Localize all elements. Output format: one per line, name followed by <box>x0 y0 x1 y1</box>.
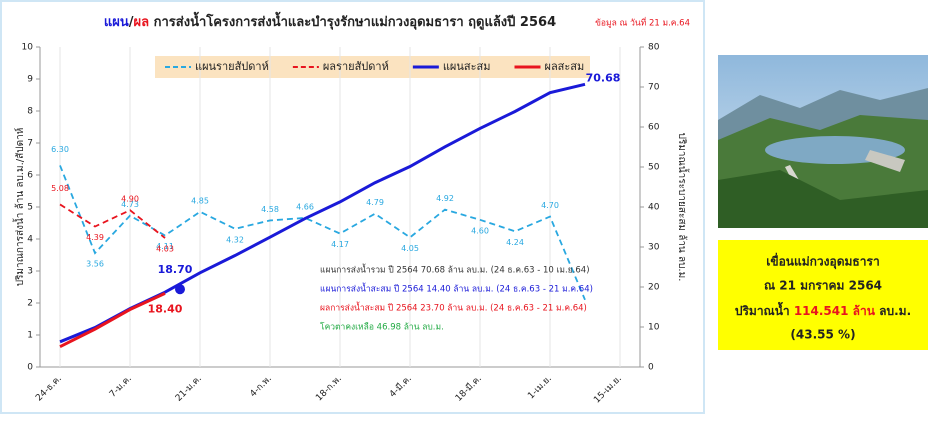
data-label: 4.90 <box>121 195 139 204</box>
data-label: 18.40 <box>148 302 183 315</box>
series-line <box>59 292 166 349</box>
y-axis-label: ปริมาณการส่งน้ำ ล้าน ลบ.ม./สัปดาห์ <box>12 128 26 287</box>
y2-tick-label: 20 <box>648 283 660 293</box>
data-label: 70.68 <box>586 71 621 84</box>
data-label: 6.30 <box>51 145 69 154</box>
info-volume-part: ปริมาณน้ำ <box>735 301 794 318</box>
y2-tick-label: 0 <box>648 363 654 373</box>
y-tick-label: 8 <box>27 107 33 117</box>
data-label: 3.56 <box>86 260 104 269</box>
legend-label: แผนสะสม <box>443 60 491 73</box>
info-box <box>718 240 928 350</box>
data-label: 4.11 <box>156 242 174 251</box>
y2-tick-label: 80 <box>648 43 660 53</box>
y-tick-label: 7 <box>27 139 33 149</box>
info-date: ณ 21 มกราคม 2564 <box>764 279 882 293</box>
note-line: ผลการส่งน้ำสะสม ปี 2564 23.70 ล้าน ลบ.ม.… <box>320 302 587 314</box>
y-tick-label: 2 <box>27 299 33 309</box>
y-tick-label: 3 <box>27 267 33 277</box>
data-label: 4.24 <box>506 238 524 247</box>
data-label: 4.73 <box>121 200 139 209</box>
y2-tick-label: 10 <box>648 323 660 333</box>
y-tick-label: 6 <box>27 171 33 181</box>
data-label: 4.70 <box>541 201 559 210</box>
date-note: ข้อมูล ณ วันที่ 21 ม.ค.64 <box>595 17 690 29</box>
series-line <box>59 165 586 301</box>
data-label: 4.66 <box>296 202 314 211</box>
note-line: โควตาคงเหลือ 46.98 ล้าน ลบ.ม. <box>320 322 444 333</box>
data-label: 4.39 <box>86 233 104 242</box>
y-tick-label: 10 <box>22 43 34 53</box>
data-label: 4.32 <box>226 235 244 244</box>
y-tick-label: 5 <box>27 203 33 213</box>
legend-box <box>155 56 590 78</box>
data-label: 4.60 <box>471 226 489 235</box>
info-volume-part: ลบ.ม. <box>875 304 911 318</box>
data-label: 4.92 <box>436 194 454 203</box>
y-tick-label: 9 <box>27 75 33 85</box>
info-volume-value: 114.541 ล้าน <box>794 304 876 318</box>
title-part: / <box>129 15 134 30</box>
y2-tick-label: 60 <box>648 123 660 133</box>
info-name: เขื่อนแม่กวงอุดมธารา <box>766 253 879 270</box>
title-part: ผล <box>134 15 150 30</box>
y2-tick-label: 70 <box>648 83 660 93</box>
title-part: แผน <box>104 15 129 30</box>
data-label: 5.08 <box>51 184 69 193</box>
y2-tick-label: 40 <box>648 203 660 213</box>
data-label: 18.70 <box>158 263 193 276</box>
info-volume: ปริมาณน้ำ 114.541 ล้าน ลบ.ม. <box>735 301 911 318</box>
y2-tick-label: 50 <box>648 163 660 173</box>
data-label: 4.03 <box>156 245 174 254</box>
y2-tick-label: 30 <box>648 243 660 253</box>
data-label: 4.79 <box>366 198 384 207</box>
data-label: 4.85 <box>191 196 209 205</box>
chart-title: แผน/ผล การส่งน้ำโครงการส่งน้ำและบำรุงรัก… <box>104 11 556 30</box>
title-part: การส่งน้ำโครงการส่งน้ำและบำรุงรักษาแม่กว… <box>149 11 556 30</box>
legend-label: ผลสะสม <box>545 60 585 73</box>
dam-photo <box>718 55 928 228</box>
highlight-dot <box>175 284 185 295</box>
data-label: 4.58 <box>261 205 279 214</box>
y-tick-label: 4 <box>27 235 33 245</box>
data-label: 4.05 <box>401 244 419 253</box>
legend-label: แผนรายสัปดาห์ <box>195 60 269 73</box>
note-line: แผนการส่งน้ำสะสม ปี 2564 14.40 ล้าน ลบ.ม… <box>320 283 593 295</box>
y2-axis-label: ปริมาณน้ำระบายสะสม ล้าน ลบ.ม. <box>676 133 690 282</box>
y-tick-label: 0 <box>27 363 33 373</box>
series-line <box>59 203 166 239</box>
info-percent: (43.55 %) <box>790 328 855 342</box>
y-tick-label: 1 <box>27 331 33 341</box>
data-label: 4.17 <box>331 240 349 249</box>
legend-label: ผลรายสัปดาห์ <box>323 60 389 73</box>
note-line: แผนการส่งน้ำรวม ปี 2564 70.68 ล้าน ลบ.ม.… <box>320 264 590 276</box>
